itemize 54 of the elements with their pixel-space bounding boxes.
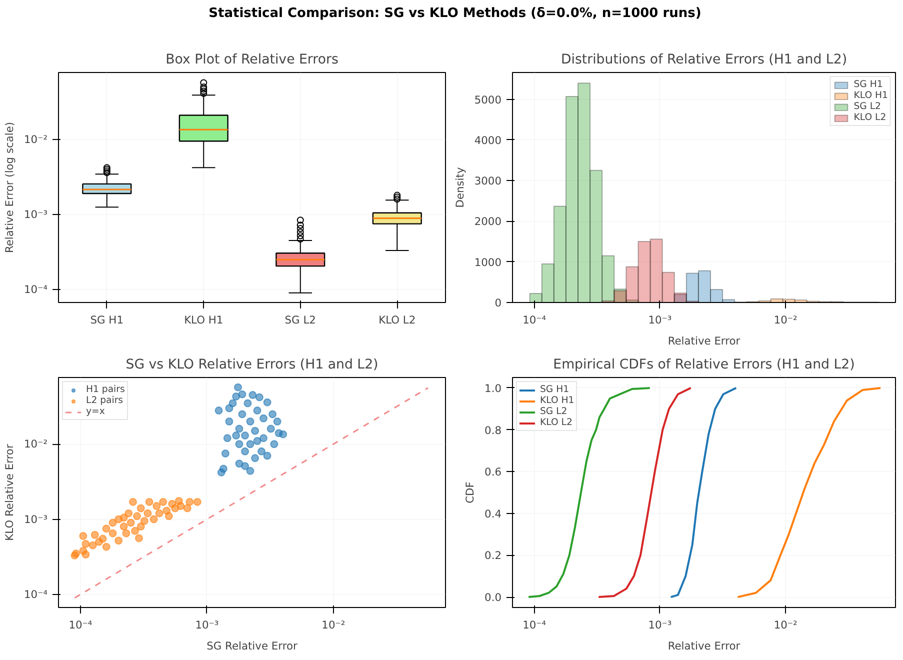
legend-label: KLO L2 <box>854 112 886 123</box>
y-tick-label: 3000 <box>474 174 502 188</box>
chart-title: Distributions of Relative Errors (H1 and L2) <box>560 52 848 68</box>
y-tick-label: 0.0 <box>484 591 502 604</box>
chart-title: Empirical CDFs of Relative Errors (H1 and L2) <box>553 358 855 372</box>
x-tick-label: KLO H1 <box>184 314 224 326</box>
legend-label: SG H1 <box>854 79 883 90</box>
x-axis-title: SG Relative Error <box>206 640 298 652</box>
legend-label: KLO H1 <box>854 90 888 101</box>
y-tick-label: 10⁻⁴ <box>24 282 48 296</box>
legend-label: L2 pairs <box>86 395 124 406</box>
y-axis-title: Relative Error (log scale) <box>3 122 16 254</box>
legend-label: KLO H1 <box>540 395 574 406</box>
x-tick-label: SG H1 <box>90 314 124 326</box>
y-tick-label: 10⁻² <box>24 438 48 451</box>
legend-label: SG L2 <box>540 406 568 417</box>
x-tick-label: 10⁻⁴ <box>68 618 92 632</box>
x-tick-label: 10⁻³ <box>648 618 672 632</box>
y-tick-label: 0.8 <box>484 424 502 437</box>
x-tick-label: KLO L2 <box>378 314 416 326</box>
y-axis-title: Density <box>453 167 466 208</box>
y-tick-label: 0 <box>494 296 502 310</box>
chart-title: SG vs KLO Relative Errors (H1 and L2) <box>126 358 378 372</box>
y-axis-title: CDF <box>464 482 477 504</box>
y-tick-label: 1000 <box>474 256 502 269</box>
x-axis-title: Relative Error <box>668 640 741 652</box>
x-tick-label: 10⁻⁴ <box>522 314 546 326</box>
y-tick-label: 10⁻³ <box>24 512 48 526</box>
text: Statistical Comparison: SG vs KLO Methods (δ=0.0%, n=1000 runs) <box>208 5 702 23</box>
y-tick-label: 1.0 <box>484 382 502 395</box>
y-axis-title: KLO Relative Error <box>3 444 16 541</box>
y-tick-label: 10⁻² <box>24 132 48 146</box>
x-tick-label: 10⁻⁴ <box>522 618 546 632</box>
x-tick-label: SG L2 <box>284 314 316 326</box>
y-tick-label: 0.4 <box>484 507 502 520</box>
x-axis-title: Relative Error <box>668 334 741 348</box>
y-tick-label: 0.2 <box>484 549 502 562</box>
x-tick-label: 10⁻² <box>774 618 798 632</box>
legend-label: SG H1 <box>540 384 570 395</box>
y-tick-label: 10⁻³ <box>24 208 48 221</box>
y-tick-label: 5000 <box>474 93 502 106</box>
legend-label: SG L2 <box>854 101 881 112</box>
y-tick-label: 0.6 <box>484 466 502 479</box>
legend-label: KLO L2 <box>540 417 572 428</box>
x-tick-label: 10⁻² <box>322 618 346 632</box>
legend-label: y=x <box>86 406 106 417</box>
x-tick-label: 10⁻² <box>774 314 798 326</box>
y-tick-label: 4000 <box>474 134 502 147</box>
x-tick-label: 10⁻³ <box>648 314 672 326</box>
chart-title: Box Plot of Relative Errors <box>166 52 338 68</box>
y-tick-label: 10⁻⁴ <box>24 588 48 601</box>
x-tick-label: 10⁻³ <box>195 618 219 632</box>
legend-label: H1 pairs <box>86 384 125 395</box>
y-tick-label: 2000 <box>474 215 502 228</box>
